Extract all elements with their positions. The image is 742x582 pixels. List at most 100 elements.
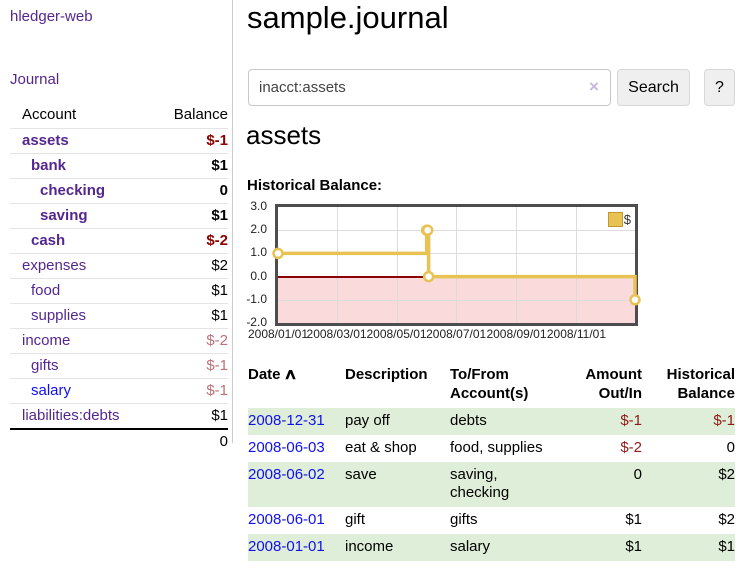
balance-series-line [272, 224, 641, 306]
account-link[interactable]: cash [31, 232, 66, 249]
account-link[interactable]: expenses [22, 257, 87, 274]
account-balance: $1 [211, 157, 228, 174]
y-axis-tick-label: 3.0 [250, 199, 267, 213]
transaction-accounts: gifts [450, 511, 478, 528]
x-axis-tick-label: 2008/05/01 [366, 327, 427, 341]
account-row: checking 0 [10, 178, 228, 203]
x-axis-tick-label: 2008/07/01 [426, 327, 487, 341]
historical-balance-chart: $ [272, 204, 641, 326]
account-balance: $1 [211, 282, 228, 299]
data-point-marker [272, 247, 284, 260]
account-row: gifts $-1 [10, 353, 228, 378]
account-balance: $-1 [206, 382, 228, 399]
header-accounts[interactable]: To/From Account(s) [450, 366, 529, 402]
transaction-description: eat & shop [345, 439, 417, 456]
transaction-accounts: food, supplies [450, 439, 543, 456]
transaction-balance: $2 [718, 511, 735, 528]
y-axis-tick-label: -2.0 [246, 315, 267, 329]
transaction-balance: $-1 [713, 412, 735, 429]
transaction-accounts: saving, checking [450, 466, 510, 501]
chart-legend: $ [607, 212, 631, 227]
account-link[interactable]: salary [31, 382, 72, 399]
y-axis-tick-label: 1.0 [250, 245, 267, 260]
account-link[interactable]: food [31, 282, 61, 299]
account-link[interactable]: gifts [31, 357, 59, 374]
transaction-row[interactable]: 2008-06-02 save saving, checking 0 $2 [248, 462, 735, 507]
account-row: expenses $2 [10, 253, 228, 278]
account-row: assets $-1 [10, 128, 228, 153]
chart-title: Historical Balance: [247, 177, 383, 194]
account-balance: $-2 [206, 232, 228, 249]
legend-label: $ [623, 212, 631, 227]
transaction-row[interactable]: 2008-06-03 eat & shop food, supplies $-2 0 [248, 435, 735, 462]
account-balance: $2 [211, 257, 228, 274]
y-axis-tick-label: 2.0 [250, 222, 267, 237]
transaction-amount: $1 [625, 538, 642, 555]
transactions-header-row: Date ∧ Description To/From Account(s) Amou… [248, 362, 735, 408]
transactions-table: Date ∧ Description To/From Account(s) Amou… [248, 362, 735, 561]
sidebar: hledger-web Journal Account Balance asse… [0, 0, 233, 450]
accounts-table-header: Account Balance [10, 103, 228, 128]
y-axis-tick-label: -1.0 [246, 291, 267, 306]
account-row: bank $1 [10, 153, 228, 178]
gridline [576, 207, 578, 323]
transaction-date-link[interactable]: 2008-01-01 [248, 538, 325, 555]
header-balance[interactable]: Historical Balance [666, 366, 735, 402]
account-link[interactable]: bank [31, 157, 67, 174]
sidebar-item-journal[interactable]: Journal [10, 71, 60, 88]
account-balance: 0 [219, 182, 228, 199]
transaction-date-link[interactable]: 2008-06-03 [248, 439, 325, 456]
accounts-header-account: Account [22, 106, 77, 123]
transaction-accounts: debts [450, 412, 487, 429]
transaction-row[interactable]: 2008-12-31 pay off debts $-1 $-1 [248, 408, 735, 435]
x-axis-tick-label: 2008/09/01 [486, 327, 547, 341]
search-button[interactable]: Search [617, 69, 690, 106]
gridline [516, 207, 518, 323]
account-balance: $-1 [206, 132, 228, 149]
transaction-amount: $1 [625, 511, 642, 528]
account-balance: $1 [211, 307, 228, 324]
transaction-balance: $1 [718, 538, 735, 555]
data-point-marker [629, 294, 641, 306]
header-amount[interactable]: Amount Out/In [585, 366, 642, 402]
transaction-description: save [345, 466, 377, 483]
clear-search-icon[interactable]: × [589, 77, 599, 96]
account-balance: $-1 [206, 357, 228, 374]
accounts-total: 0 [10, 428, 228, 454]
x-axis-tick-label: 2008/11/01 [546, 327, 607, 341]
transaction-description: pay off [345, 412, 390, 429]
data-point-marker [421, 224, 434, 236]
account-link[interactable]: liabilities:debts [22, 407, 120, 424]
transaction-row[interactable]: 2008-01-01 income salary $1 $1 [248, 534, 735, 561]
account-row: liabilities:debts $1 [10, 403, 228, 428]
gridline [396, 207, 398, 323]
accounts-header-balance: Balance [173, 106, 228, 123]
account-link[interactable]: supplies [31, 307, 87, 324]
transaction-balance: 0 [726, 439, 735, 456]
page-title: sample.journal [247, 0, 449, 35]
x-axis-tick-label: 2008/03/01 [306, 327, 367, 341]
gridline [456, 207, 458, 323]
header-description[interactable]: Description [345, 366, 428, 383]
account-balance: $1 [211, 207, 228, 224]
transaction-date-link[interactable]: 2008-06-01 [248, 511, 325, 528]
header-date[interactable]: Date ∧ [248, 366, 298, 383]
account-row: salary $-1 [10, 378, 228, 403]
brand-link[interactable]: hledger-web [10, 8, 93, 25]
transaction-row[interactable]: 2008-06-01 gift gifts $1 $2 [248, 507, 735, 534]
account-link[interactable]: assets [22, 132, 69, 149]
data-point-marker [422, 270, 435, 283]
account-balance: $-2 [206, 332, 228, 349]
account-link[interactable]: saving [40, 207, 88, 224]
y-axis-tick-label: 0.0 [250, 268, 267, 283]
search-input[interactable] [248, 69, 611, 106]
account-link[interactable]: checking [40, 182, 106, 199]
legend-swatch-icon [607, 212, 623, 227]
account-link[interactable]: income [22, 332, 71, 349]
transaction-date-link[interactable]: 2008-12-31 [248, 412, 325, 429]
account-heading: assets [246, 120, 322, 150]
transaction-date-link[interactable]: 2008-06-02 [248, 466, 325, 483]
transaction-amount: $-1 [620, 412, 642, 429]
help-button[interactable]: ? [704, 69, 735, 106]
